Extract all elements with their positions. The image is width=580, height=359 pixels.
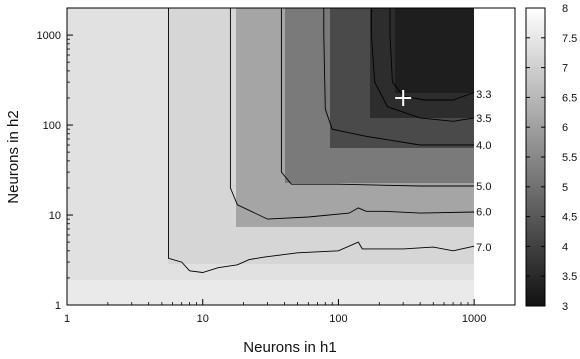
contour-label: 6.0	[476, 206, 491, 218]
colorbar-tick-label: 7	[562, 63, 568, 75]
colorbar-tick-label: 3	[562, 301, 568, 313]
x-tick-label: 100	[329, 313, 347, 325]
y-axis-ticks: 1 10 100 1000	[37, 7, 73, 312]
y-tick-label: 100	[43, 120, 61, 132]
colorbar-tick-label: 4	[562, 241, 568, 253]
x-tick-label: 1000	[462, 313, 486, 325]
colorbar-tick-label: 6.5	[562, 92, 577, 104]
contour-label: 3.5	[476, 113, 491, 125]
contour-line-4.0	[323, 8, 475, 146]
x-tick-label: 1	[64, 313, 70, 325]
bottom-light-strip	[67, 280, 474, 305]
colorbar-tick-label: 8	[562, 3, 568, 15]
optimum-marker	[395, 89, 412, 106]
colorbar-tick-label: 3.5	[562, 271, 577, 283]
y-tick-label: 1000	[37, 30, 61, 42]
contour-line-7.0	[168, 8, 475, 273]
contour-label: 7.0	[476, 242, 491, 254]
x-tick-label: 10	[197, 313, 209, 325]
right-margin	[474, 8, 515, 305]
colorbar-tick-label: 7.5	[562, 33, 577, 45]
contour-labels: 3.3 3.5 4.0 5.0 6.0 7.0	[476, 89, 491, 254]
colorbar-tick-label: 4.5	[562, 212, 577, 224]
contour-label: 5.0	[476, 181, 491, 193]
x-axis-title: Neurons in h1	[243, 339, 336, 356]
contour-label: 4.0	[476, 140, 491, 152]
x-axis-ticks: 1 10 100 1000	[64, 299, 516, 325]
y-tick-label: 1	[55, 300, 61, 312]
colorbar-tick-label: 5.5	[562, 152, 577, 164]
colorbar: 3 3.5 4 4.5 5 5.5 6 6.5 7 7.5 8	[525, 3, 577, 313]
heatmap-bands	[67, 8, 515, 305]
y-tick-label: 10	[49, 210, 61, 222]
colorbar-tick-label: 6	[562, 122, 568, 134]
contour-line-5.0	[280, 8, 475, 187]
contour-line-3.5	[370, 8, 475, 122]
colorbar-ticks: 3 3.5 4 4.5 5 5.5 6 6.5 7 7.5 8	[526, 3, 577, 313]
plot-area: 3.3 3.5 4.0 5.0 6.0 7.0	[66, 7, 516, 306]
contour-label: 3.3	[476, 89, 491, 101]
plot-frame	[66, 7, 516, 306]
contour-line-6.0	[229, 8, 475, 220]
y-axis-title: Neurons in h2	[5, 110, 22, 203]
colorbar-tick-label: 5	[562, 182, 568, 194]
